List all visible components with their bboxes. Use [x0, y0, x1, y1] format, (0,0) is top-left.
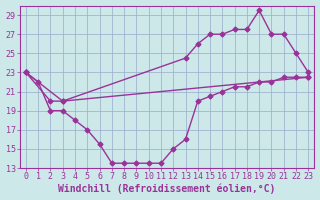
X-axis label: Windchill (Refroidissement éolien,°C): Windchill (Refroidissement éolien,°C) — [58, 184, 276, 194]
